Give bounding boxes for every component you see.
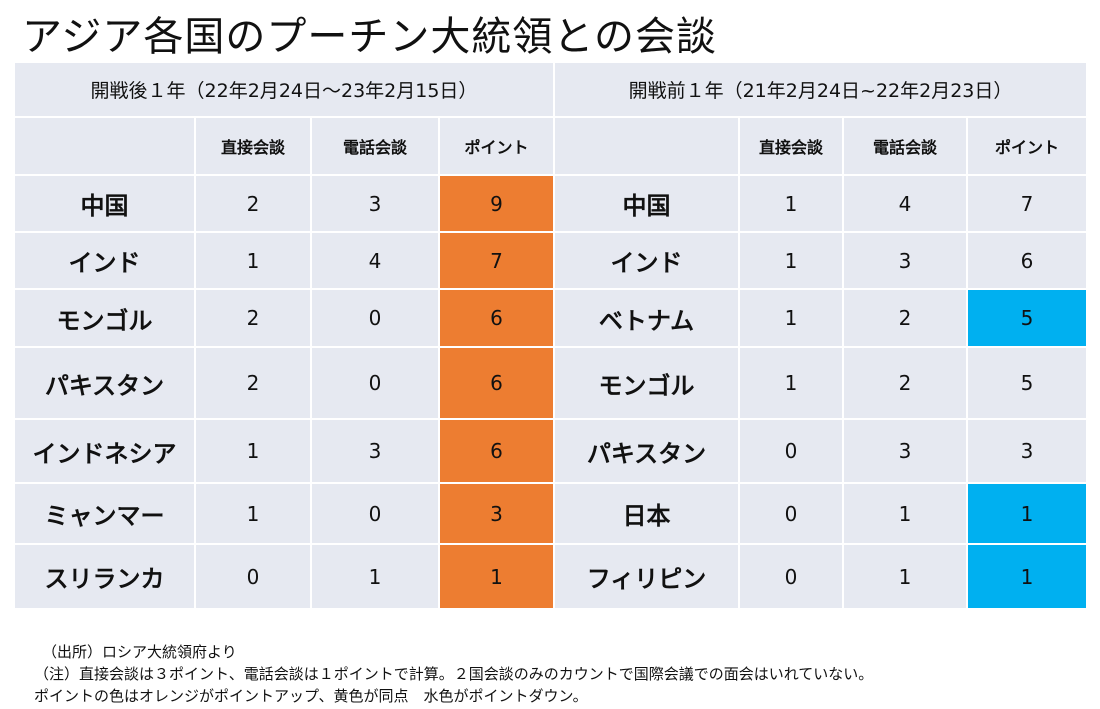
right-col-phone: 電話会談 <box>842 116 968 176</box>
right-phone: 1 <box>842 482 968 545</box>
right-phone: 2 <box>842 346 968 420</box>
left-direct: 2 <box>194 346 312 420</box>
left-col-points: ポイント <box>438 116 555 176</box>
left-country: ミャンマー <box>13 482 196 545</box>
left-phone: 0 <box>310 288 440 348</box>
left-points: 3 <box>438 482 555 545</box>
left-country: パキスタン <box>13 346 196 420</box>
right-direct: 0 <box>738 482 844 545</box>
right-country: 中国 <box>553 174 740 233</box>
left-points: 6 <box>438 418 555 484</box>
table-row: インドネシア 1 3 6 パキスタン 0 3 3 <box>13 418 1088 484</box>
table-row: モンゴル 2 0 6 ベトナム 1 2 5 <box>13 288 1088 348</box>
right-direct: 1 <box>738 174 844 233</box>
left-points: 6 <box>438 346 555 420</box>
table-row: ミャンマー 1 0 3 日本 0 1 1 <box>13 482 1088 545</box>
right-country: 日本 <box>553 482 740 545</box>
left-country: インド <box>13 231 196 290</box>
right-points: 5 <box>966 346 1088 420</box>
source-note: （出所）ロシア大統領府より <box>42 643 237 661</box>
right-country: モンゴル <box>553 346 740 420</box>
right-direct: 0 <box>738 543 844 610</box>
left-country: 中国 <box>13 174 196 233</box>
right-corner-cell <box>553 116 740 176</box>
left-phone: 4 <box>310 231 440 290</box>
left-points: 6 <box>438 288 555 348</box>
right-period-header: 開戦前１年（21年2月24日~22年2月23日） <box>553 61 1088 118</box>
table-row: スリランカ 0 1 1 フィリピン 0 1 1 <box>13 543 1088 610</box>
right-country: インド <box>553 231 740 290</box>
right-points: 1 <box>966 482 1088 545</box>
right-country: パキスタン <box>553 418 740 484</box>
left-phone: 0 <box>310 346 440 420</box>
footnotes: （出所）ロシア大統領府より （注）直接会談は３ポイント、電話会談は１ポイントで計… <box>34 641 873 707</box>
right-points: 7 <box>966 174 1088 233</box>
right-direct: 1 <box>738 231 844 290</box>
left-points: 9 <box>438 174 555 233</box>
left-phone: 3 <box>310 418 440 484</box>
right-points: 5 <box>966 288 1088 348</box>
left-direct: 1 <box>194 418 312 484</box>
right-points: 1 <box>966 543 1088 610</box>
right-direct: 0 <box>738 418 844 484</box>
left-points: 1 <box>438 543 555 610</box>
right-points: 3 <box>966 418 1088 484</box>
left-col-direct: 直接会談 <box>194 116 312 176</box>
right-phone: 3 <box>842 418 968 484</box>
left-direct: 2 <box>194 288 312 348</box>
left-direct: 0 <box>194 543 312 610</box>
color-legend-note: ポイントの色はオレンジがポイントアップ、黄色が同点 水色がポイントダウン。 <box>34 687 588 705</box>
right-country: フィリピン <box>553 543 740 610</box>
right-direct: 1 <box>738 288 844 348</box>
left-direct: 1 <box>194 231 312 290</box>
right-points: 6 <box>966 231 1088 290</box>
table-row: 中国 2 3 9 中国 1 4 7 <box>13 174 1088 233</box>
left-phone: 1 <box>310 543 440 610</box>
left-col-phone: 電話会談 <box>310 116 440 176</box>
page-title: アジア各国のプーチン大統領との会談 <box>22 14 717 60</box>
right-direct: 1 <box>738 346 844 420</box>
left-phone: 3 <box>310 174 440 233</box>
left-direct: 2 <box>194 174 312 233</box>
right-phone: 4 <box>842 174 968 233</box>
table-row: パキスタン 2 0 6 モンゴル 1 2 5 <box>13 346 1088 420</box>
left-country: スリランカ <box>13 543 196 610</box>
right-phone: 2 <box>842 288 968 348</box>
left-points: 7 <box>438 231 555 290</box>
table-row: インド 1 4 7 インド 1 3 6 <box>13 231 1088 290</box>
right-phone: 3 <box>842 231 968 290</box>
method-note: （注）直接会談は３ポイント、電話会談は１ポイントで計算。２国会談のみのカウントで… <box>34 665 874 683</box>
right-col-direct: 直接会談 <box>738 116 844 176</box>
right-col-points: ポイント <box>966 116 1088 176</box>
meeting-table: 開戦後１年（22年2月24日～23年2月15日） 開戦前１年（21年2月24日~… <box>13 61 1088 610</box>
right-phone: 1 <box>842 543 968 610</box>
left-country: インドネシア <box>13 418 196 484</box>
left-corner-cell <box>13 116 196 176</box>
left-direct: 1 <box>194 482 312 545</box>
left-country: モンゴル <box>13 288 196 348</box>
left-phone: 0 <box>310 482 440 545</box>
right-country: ベトナム <box>553 288 740 348</box>
left-period-header: 開戦後１年（22年2月24日～23年2月15日） <box>13 61 555 118</box>
